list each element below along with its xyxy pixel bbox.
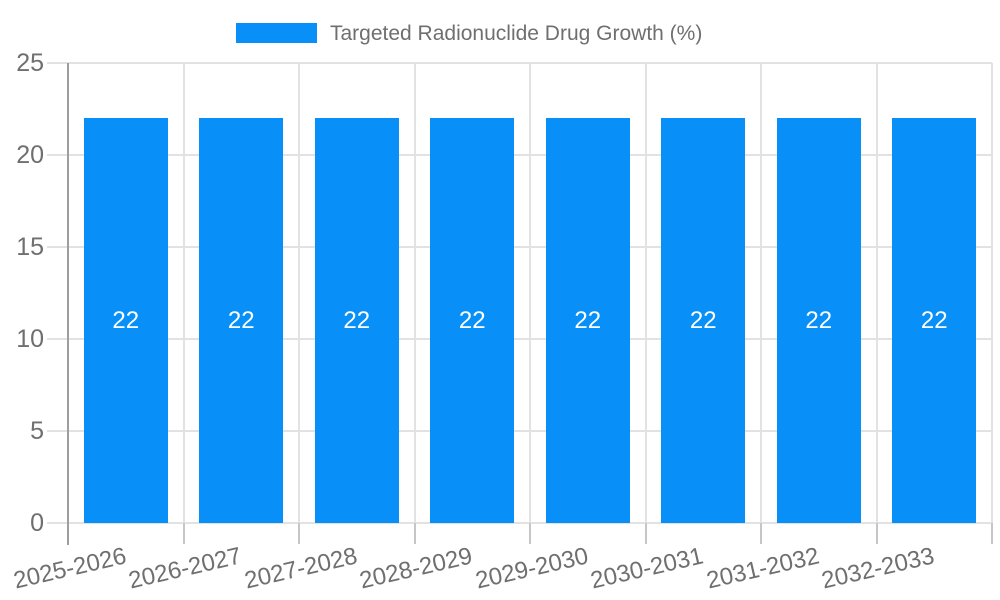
bar[interactable]: 22 (314, 118, 399, 523)
bar-value-label: 22 (227, 306, 255, 334)
gridline-vertical (298, 63, 300, 523)
bar-value-label: 22 (920, 306, 948, 334)
legend-label: Targeted Radionuclide Drug Growth (%) (330, 21, 703, 45)
bar-value-label: 22 (343, 306, 371, 334)
legend-item[interactable]: Targeted Radionuclide Drug Growth (%) (236, 21, 703, 45)
x-axis-tick (182, 523, 185, 544)
gridline-vertical (991, 63, 993, 523)
x-axis-tick (644, 523, 647, 544)
gridline-horizontal (47, 338, 992, 340)
x-axis-tick (529, 523, 531, 544)
bar[interactable]: 22 (892, 118, 977, 523)
gridline-horizontal (47, 430, 992, 432)
bar-value-label: 22 (805, 306, 833, 334)
x-axis-tick (298, 523, 300, 544)
bar-value-label: 22 (112, 306, 140, 334)
gridline-vertical (760, 63, 762, 523)
gridline-horizontal (47, 62, 992, 64)
y-axis-label: 25 (16, 49, 44, 77)
y-axis-label: 0 (30, 509, 44, 537)
gridline-horizontal (47, 154, 992, 156)
x-axis-tick (991, 523, 993, 544)
bar[interactable]: 22 (661, 118, 746, 523)
y-axis-label: 15 (16, 233, 44, 261)
gridline-vertical (413, 63, 416, 523)
bar[interactable]: 22 (776, 118, 861, 523)
bar-value-label: 22 (689, 306, 717, 334)
y-axis-label: 20 (16, 141, 44, 169)
gridline-horizontal (47, 522, 992, 524)
y-axis-label: 5 (30, 417, 44, 445)
y-axis-line (67, 63, 69, 545)
bar-value-label: 22 (458, 306, 486, 334)
y-axis-label: 10 (16, 325, 44, 353)
x-axis-tick (875, 523, 878, 544)
x-axis-tick (413, 523, 416, 544)
gridline-vertical (875, 63, 878, 523)
gridline-vertical (644, 63, 647, 523)
gridline-horizontal (47, 246, 992, 248)
gridline-vertical (182, 63, 185, 523)
bar[interactable]: 22 (83, 118, 168, 523)
bar[interactable]: 22 (199, 118, 284, 523)
gridline-vertical (529, 63, 531, 523)
legend-swatch (236, 23, 317, 43)
bar[interactable]: 22 (430, 118, 515, 523)
x-axis-tick (760, 523, 762, 544)
bar-value-label: 22 (574, 306, 602, 334)
bar[interactable]: 22 (545, 118, 630, 523)
